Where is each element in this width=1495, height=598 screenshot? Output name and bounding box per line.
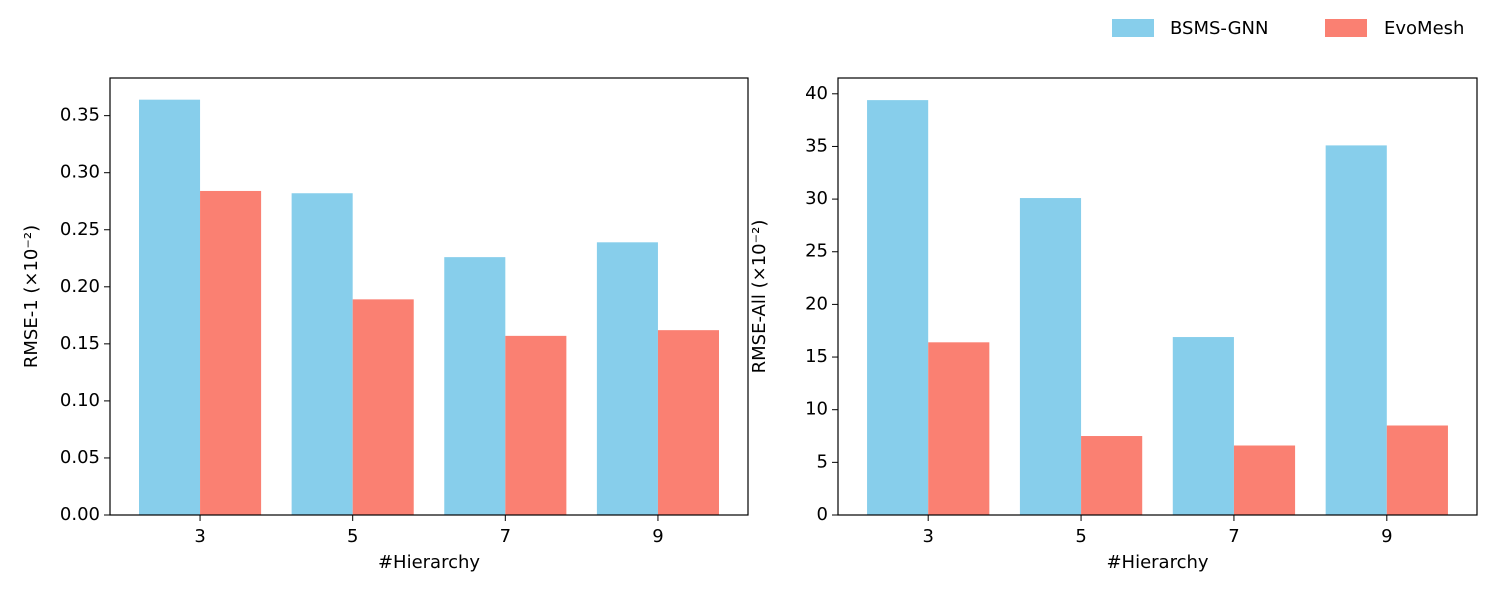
- y-tick-label: 25: [805, 241, 828, 262]
- bar: [657, 330, 719, 515]
- legend-label: EvoMesh: [1384, 18, 1464, 39]
- legend-label: BSMS-GNN: [1170, 18, 1268, 39]
- y-tick-label: 0.00: [60, 504, 100, 525]
- y-tick-label: 30: [805, 188, 828, 209]
- y-tick-label: 40: [805, 83, 828, 104]
- y-tick-label: 0.30: [60, 162, 100, 183]
- x-tick-label: 5: [1075, 526, 1086, 547]
- bar: [1081, 436, 1143, 515]
- y-tick-label: 20: [805, 293, 828, 314]
- x-axis-label: #Hierarchy: [1106, 552, 1208, 573]
- bar: [867, 100, 929, 515]
- y-tick-label: 10: [805, 399, 828, 420]
- y-tick-label: 35: [805, 135, 828, 156]
- x-tick-label: 3: [922, 526, 933, 547]
- bar: [1233, 445, 1296, 515]
- axes-frame: [837, 77, 1478, 516]
- bar: [444, 257, 506, 515]
- y-tick-label: 0.25: [60, 219, 100, 240]
- y-tick-label: 0: [817, 504, 828, 525]
- bar: [200, 190, 262, 515]
- y-tick-label: 5: [817, 451, 828, 472]
- y-axis-label: RMSE-All (×10⁻²): [749, 220, 770, 374]
- x-tick-label: 9: [652, 526, 663, 547]
- y-tick-label: 0.20: [60, 276, 100, 297]
- y-tick-label: 0.05: [60, 447, 100, 468]
- x-tick-label: 5: [347, 526, 358, 547]
- y-tick-label: 15: [805, 346, 828, 367]
- y-tick-label: 0.35: [60, 105, 100, 126]
- bar: [1386, 425, 1448, 515]
- bar: [928, 342, 990, 515]
- x-tick-label: 9: [1381, 526, 1392, 547]
- x-tick-label: 3: [194, 526, 205, 547]
- y-tick-label: 0.15: [60, 333, 100, 354]
- bar: [596, 242, 658, 516]
- bar: [1019, 198, 1082, 515]
- legend-swatch: [1112, 19, 1154, 37]
- x-tick-label: 7: [1228, 526, 1239, 547]
- bar: [1325, 145, 1387, 516]
- x-tick-label: 7: [500, 526, 511, 547]
- bar: [1172, 337, 1234, 515]
- y-tick-label: 0.10: [60, 390, 100, 411]
- x-axis-label: #Hierarchy: [378, 552, 480, 573]
- legend-swatch: [1325, 19, 1367, 37]
- bar: [352, 299, 414, 515]
- bar: [505, 335, 567, 515]
- axes-frame: [109, 77, 749, 516]
- bar: [291, 193, 353, 515]
- bar: [139, 99, 201, 516]
- y-axis-label: RMSE-1 (×10⁻²): [21, 225, 42, 368]
